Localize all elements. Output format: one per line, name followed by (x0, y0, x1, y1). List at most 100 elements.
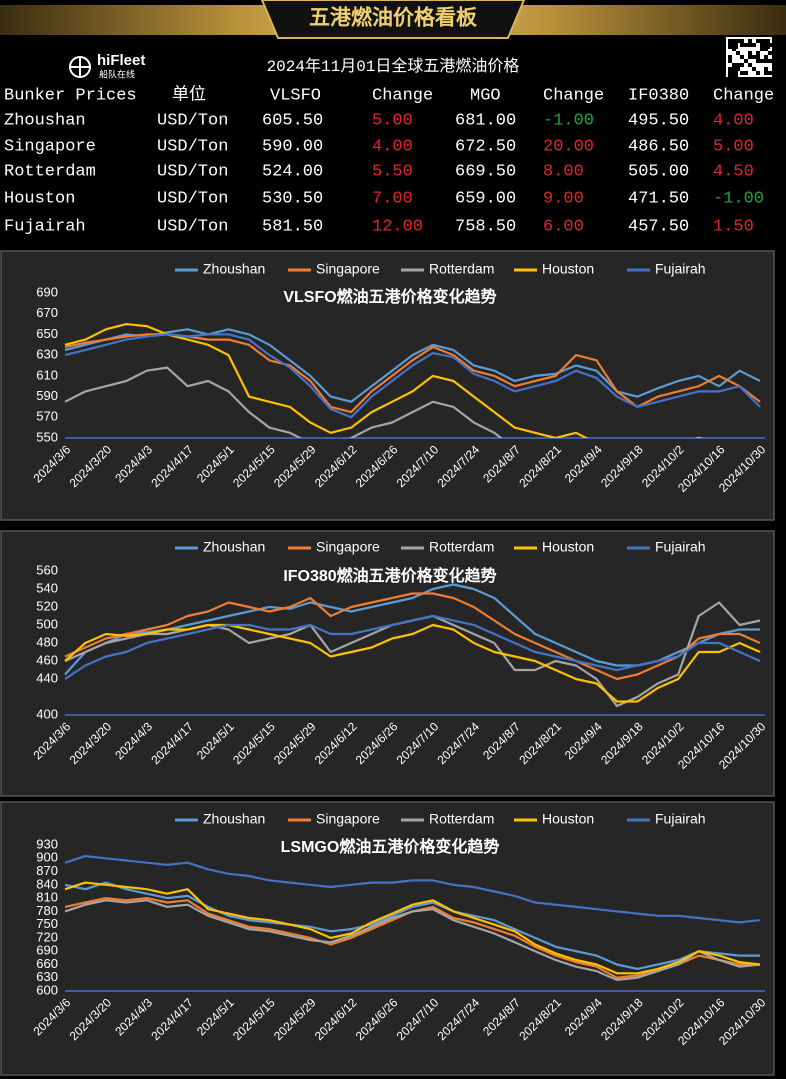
y-tick-label: 560 (36, 562, 58, 577)
legend-label: Singapore (316, 261, 380, 277)
qr-cell (752, 43, 756, 47)
y-tick-label: 590 (36, 388, 58, 403)
logo-subtext: 船队在线 (99, 68, 135, 79)
table-cell: Rotterdam (4, 162, 96, 181)
y-tick-label: 840 (36, 876, 58, 891)
qr-cell (768, 59, 772, 63)
table-cell: 672.50 (455, 137, 516, 156)
series-line (64, 366, 503, 438)
column-header: 单位 (172, 84, 206, 105)
table-cell: 495.50 (628, 111, 689, 130)
qr-cell (768, 71, 772, 75)
table-cell: Zhoushan (4, 111, 86, 130)
series-line (64, 323, 704, 438)
column-header: VLSFO (270, 86, 321, 105)
y-tick-label: 540 (36, 580, 58, 595)
qr-cell (736, 63, 740, 67)
qr-cell (744, 59, 748, 63)
qr-finder (728, 39, 738, 49)
logo: hiFleet 船队在线 (69, 52, 145, 79)
change-cell: 4.50 (713, 162, 754, 181)
table-cell: 681.00 (455, 111, 516, 130)
table-cell: USD/Ton (157, 217, 228, 236)
legend-label: Zhoushan (203, 811, 265, 827)
change-cell: 1.50 (713, 217, 754, 236)
y-tick-label: 660 (36, 956, 58, 971)
qr-finder (760, 39, 770, 49)
table-cell: USD/Ton (157, 137, 228, 156)
qr-cell (748, 39, 752, 43)
column-header: Bunker Prices (4, 86, 137, 105)
change-cell: 6.00 (543, 217, 584, 236)
legend-label: Zhoushan (203, 539, 265, 555)
qr-cell (740, 55, 744, 59)
panel-frame (0, 250, 775, 521)
change-cell: 5.00 (713, 137, 754, 156)
qr-cell (752, 55, 756, 59)
series-line (64, 881, 760, 970)
legend-label: Rotterdam (429, 539, 494, 555)
y-tick-label: 650 (36, 326, 58, 341)
y-tick-label: 460 (36, 652, 58, 667)
qr-cell (740, 63, 744, 67)
qr-cell (752, 67, 756, 71)
chart-title: IFO380燃油五港价格变化趋势 (283, 566, 496, 585)
y-tick-label: 570 (36, 409, 58, 424)
table-cell: USD/Ton (157, 111, 228, 130)
legend-label: Rotterdam (429, 811, 494, 827)
y-tick-label: 690 (36, 943, 58, 958)
change-cell: -1.00 (543, 111, 594, 130)
qr-cell (756, 51, 760, 55)
change-cell: 5.50 (372, 162, 413, 181)
qr-cell (764, 55, 768, 59)
logo-text: hiFleet (97, 52, 145, 69)
table-cell: 669.50 (455, 162, 516, 181)
qr-cell (736, 51, 740, 55)
column-header: Change (543, 86, 604, 105)
y-tick-label: 520 (36, 598, 58, 613)
legend-label: Fujairah (655, 811, 706, 827)
y-tick-label: 440 (36, 670, 58, 685)
table-cell: 471.50 (628, 189, 689, 208)
change-cell: 4.00 (713, 111, 754, 130)
series-line (64, 592, 761, 681)
column-header: Change (713, 86, 774, 105)
series-line (64, 881, 761, 975)
series-line (64, 328, 761, 403)
change-cell: 20.00 (543, 137, 594, 156)
chart-panel: 400 440 460 480 500 520 540 560 Zhoushan Singapor… (0, 530, 775, 797)
y-tick-label: 720 (36, 929, 58, 944)
y-tick-label: 930 (36, 836, 58, 851)
change-cell: -1.00 (713, 189, 764, 208)
series-line (64, 623, 761, 703)
y-tick-label: 780 (36, 903, 58, 918)
y-tick-label: 610 (36, 367, 58, 382)
change-cell: 12.00 (372, 217, 423, 236)
qr-cell (744, 43, 748, 47)
chart-panel: 550 570 590 610 630 650 670 690 Zhoushan Singapor… (0, 250, 775, 521)
table-cell: 486.50 (628, 137, 689, 156)
column-header: IF0380 (628, 86, 689, 105)
legend-label: Houston (542, 539, 594, 555)
qr-cell (756, 59, 760, 63)
column-header: MGO (470, 86, 501, 105)
legend-label: Houston (542, 811, 594, 827)
series-line (64, 855, 761, 924)
qr-code (726, 37, 772, 77)
chart-title: LSMGO燃油五港价格变化趋势 (281, 837, 500, 856)
subtitle: 2024年11月01日全球五港燃油价格 (267, 57, 520, 76)
qr-cell (740, 71, 744, 75)
change-cell: 8.00 (543, 162, 584, 181)
qr-cell (748, 63, 752, 67)
y-tick-label: 480 (36, 634, 58, 649)
series-line (64, 899, 761, 981)
table-cell: USD/Ton (157, 189, 228, 208)
series-line (64, 333, 761, 419)
y-tick-label: 630 (36, 969, 58, 984)
table-cell: 659.00 (455, 189, 516, 208)
table-cell: 581.50 (262, 217, 323, 236)
qr-cell (756, 39, 760, 43)
y-tick-label: 810 (36, 890, 58, 905)
table-cell: 590.00 (262, 137, 323, 156)
